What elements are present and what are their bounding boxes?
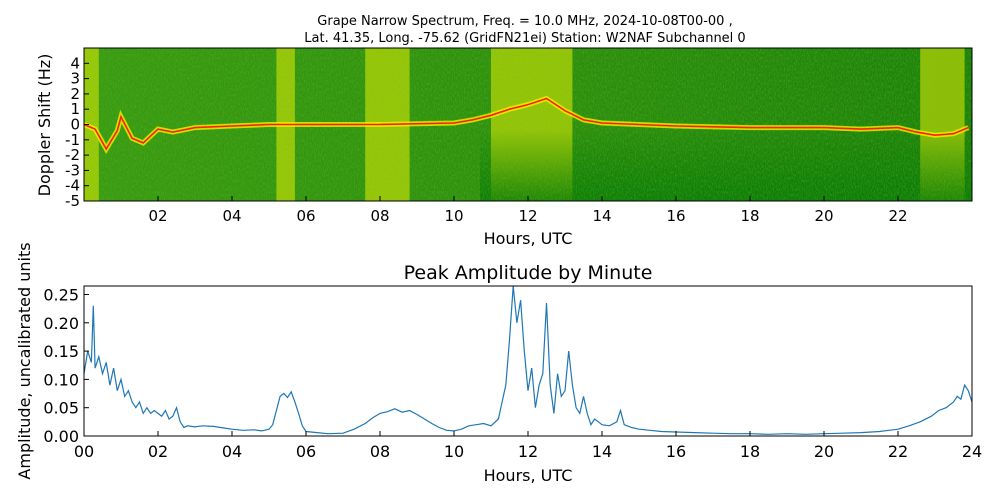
amplitude-panel: Peak Amplitude by Minute 00 02 04 06 08 10 12 1… [15,242,982,485]
spectrogram-x-tick-label: 12 [518,207,537,225]
amplitude-x-tick-label: 10 [444,442,464,461]
amplitude-y-tick-label: 0.25 [43,285,79,304]
amplitude-title: Peak Amplitude by Minute [404,262,653,284]
spectrogram-y-tick-label: 4 [70,54,80,72]
spectrogram-x-tick-label: 16 [666,207,685,225]
spectrogram-x-ticks: 02 04 06 08 10 12 14 16 18 20 22 [148,196,908,225]
spectrogram-x-tick-label: 04 [222,207,241,225]
amplitude-y-tick-label: 0.15 [43,342,79,361]
amplitude-x-tick-label: 04 [222,442,242,461]
amplitude-y-tick-label: 0.10 [43,370,79,389]
amplitude-y-tick-label: 0.05 [43,399,79,418]
amplitude-x-tick-label: 06 [296,442,316,461]
spectrogram-x-tick-label: 18 [740,207,759,225]
amplitude-y-tick-label: 0.20 [43,314,79,333]
amplitude-x-tick-label: 24 [962,442,982,461]
doppler-trace [84,97,969,151]
amplitude-x-tick-label: 18 [740,442,760,461]
amplitude-x-tick-label: 00 [74,442,94,461]
amplitude-x-tick-label: 02 [148,442,168,461]
spectrogram-y-tick-label: -2 [65,146,80,164]
amplitude-x-tick-label: 16 [666,442,686,461]
spectrogram-title-line2: Lat. 41.35, Long. -75.62 (GridFN21ei) St… [304,31,745,46]
amplitude-x-ticks: 00 02 04 06 08 10 12 14 16 18 20 22 24 [74,431,982,461]
spectrogram-x-tick-label: 10 [444,207,463,225]
spectrogram-y-tick-label: 3 [70,70,80,88]
spectrogram-y-tick-label: -5 [65,192,80,210]
spectrogram-y-tick-label: -4 [65,177,80,195]
spectrogram-x-tick-label: 14 [592,207,611,225]
amplitude-x-tick-label: 12 [518,442,538,461]
spectrogram-x-tick-label: 22 [888,207,907,225]
spectrogram-x-tick-label: 08 [370,207,389,225]
spectrogram-plot [84,48,972,201]
amplitude-y-ticks: 0.00 0.05 0.10 0.15 0.20 0.25 [43,285,89,446]
amplitude-y-label: Amplitude, uncalibrated units [15,242,34,479]
amplitude-y-tick-label: 0.00 [43,427,79,446]
spectrogram-title-line1: Grape Narrow Spectrum, Freq. = 10.0 MHz,… [317,14,732,29]
spectrogram-x-tick-label: 20 [814,207,833,225]
amplitude-x-tick-label: 08 [370,442,390,461]
spectrogram-y-tick-label: 0 [70,116,80,134]
amplitude-x-tick-label: 22 [888,442,908,461]
amplitude-x-tick-label: 14 [592,442,612,461]
amplitude-series-line [83,285,973,435]
spectrogram-x-tick-label: 02 [148,207,167,225]
spectrogram-y-tick-label: -1 [65,131,80,149]
amplitude-x-tick-label: 20 [814,442,834,461]
spectrogram-y-tick-label: 1 [70,100,80,118]
spectrogram-y-tick-label: -3 [65,161,80,179]
spectrogram-x-label: Hours, UTC [484,229,573,248]
spectrogram-panel: Grape Narrow Spectrum, Freq. = 10.0 MHz,… [35,14,973,248]
spectrogram-x-tick-label: 06 [296,207,315,225]
spectrogram-y-tick-label: 2 [70,85,80,103]
amplitude-x-label: Hours, UTC [484,466,573,485]
spectrogram-y-label: Doppler Shift (Hz) [35,54,54,197]
amplitude-plot-area [84,286,972,436]
